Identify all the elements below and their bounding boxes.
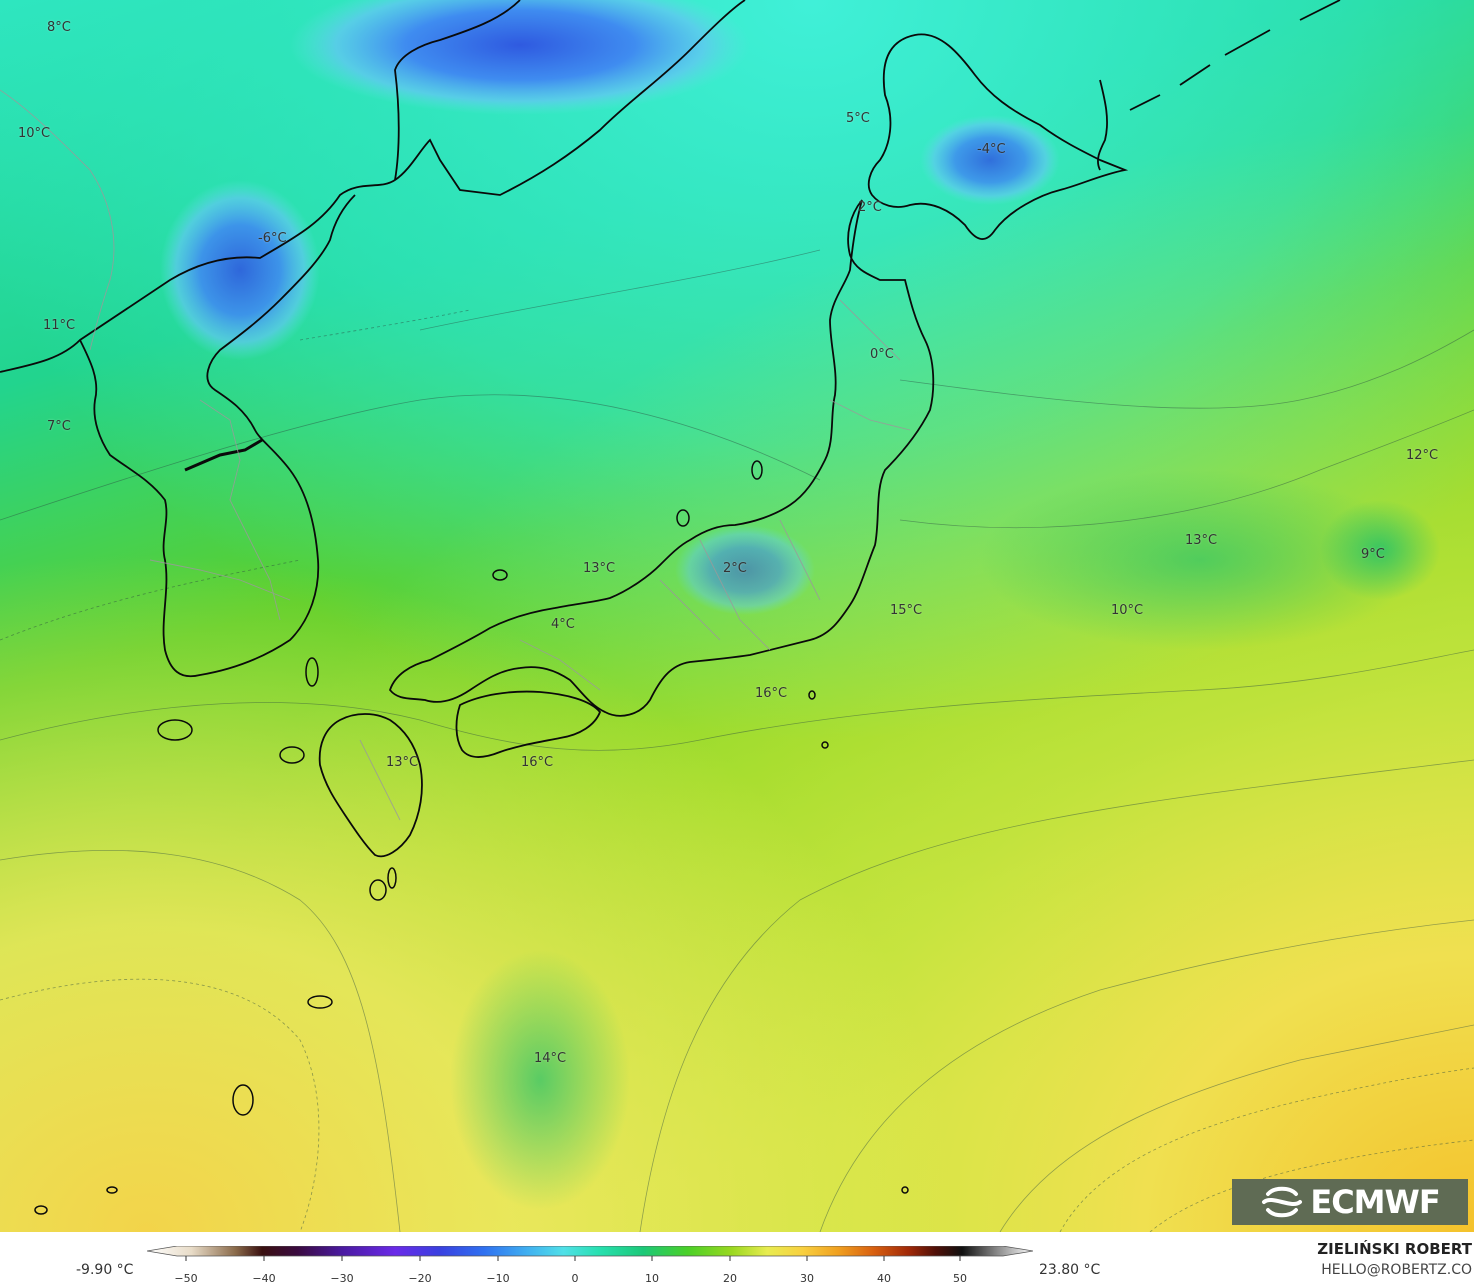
isotherm-lines — [0, 249, 1474, 1232]
temp-label: 13°C — [583, 561, 616, 576]
map-canvas — [0, 0, 1474, 1232]
temperature-colorbar — [147, 1246, 1033, 1261]
temp-label: 10°C — [18, 126, 51, 141]
temp-label: 11°C — [43, 318, 76, 333]
temp-label: 12°C — [1406, 448, 1439, 463]
temp-label: 10°C — [1111, 603, 1144, 618]
temp-label: 0°C — [870, 347, 894, 362]
temp-label: 7°C — [47, 419, 71, 434]
colorbar-tick: 50 — [953, 1272, 967, 1285]
colorbar-tick: −10 — [486, 1272, 510, 1285]
temp-label: 16°C — [755, 686, 788, 701]
temp-label: 15°C — [890, 603, 923, 618]
legend-footer — [0, 1232, 1474, 1287]
temp-label: 13°C — [1185, 533, 1218, 548]
colorbar-tick: 30 — [800, 1272, 814, 1285]
legend-min-label: -9.90 °C — [76, 1262, 134, 1278]
temp-label: -6°C — [258, 231, 287, 246]
colorbar-tick: 20 — [723, 1272, 737, 1285]
temp-label: -4°C — [977, 142, 1006, 157]
coastlines — [0, 0, 746, 678]
temp-label: 5°C — [846, 111, 870, 126]
colorbar-tick: 10 — [645, 1272, 659, 1285]
author-name: ZIELIŃSKI ROBERT — [1317, 1240, 1472, 1258]
colorbar-tick: 40 — [877, 1272, 891, 1285]
colorbar-tick: −30 — [330, 1272, 354, 1285]
temp-label: 8°C — [47, 20, 71, 35]
ecmwf-swirl-icon — [1262, 1186, 1303, 1218]
ecmwf-logo: ECMWF — [1232, 1179, 1468, 1225]
colorbar-tick: 0 — [571, 1272, 579, 1285]
temp-label: 2°C — [723, 561, 747, 576]
temp-label: 2°C — [858, 200, 882, 215]
author-email: HELLO@ROBERTZ.CO — [1321, 1262, 1472, 1278]
temp-label: 16°C — [521, 755, 554, 770]
temperature-map: 8°C 10°C -6°C 11°C 7°C 5°C -4°C 2°C 0°C … — [0, 0, 1474, 1232]
colorbar-tick: −50 — [174, 1272, 198, 1285]
temp-label: 13°C — [386, 755, 419, 770]
temp-label: 14°C — [534, 1051, 567, 1066]
legend-max-label: 23.80 °C — [1039, 1262, 1101, 1278]
colorbar-tick: −40 — [252, 1272, 276, 1285]
temp-label: 9°C — [1361, 547, 1385, 562]
temp-label: 4°C — [551, 617, 575, 632]
ecmwf-logo-text: ECMWF — [1310, 1183, 1440, 1221]
colorbar-tick: −20 — [408, 1272, 432, 1285]
